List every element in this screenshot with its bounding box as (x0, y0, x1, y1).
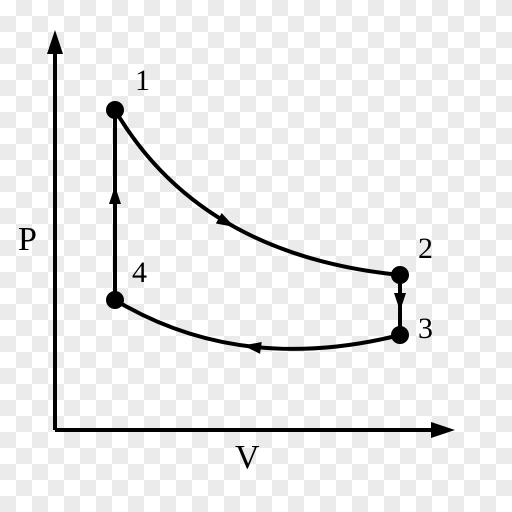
pv-diagram: V P 1 2 3 4 (0, 0, 512, 512)
cycle-edges (109, 110, 406, 354)
y-axis-label: P (18, 221, 37, 258)
point-3 (391, 326, 409, 344)
x-axis-label: V (235, 439, 260, 476)
point-4-label: 4 (132, 256, 147, 289)
point-4 (106, 291, 124, 309)
state-points (106, 101, 409, 344)
pv-diagram-svg: V P 1 2 3 4 (0, 0, 512, 512)
point-2-label: 2 (418, 232, 433, 265)
point-2 (391, 266, 409, 284)
point-1-label: 1 (135, 64, 150, 97)
point-1 (106, 101, 124, 119)
point-3-label: 3 (418, 312, 433, 345)
